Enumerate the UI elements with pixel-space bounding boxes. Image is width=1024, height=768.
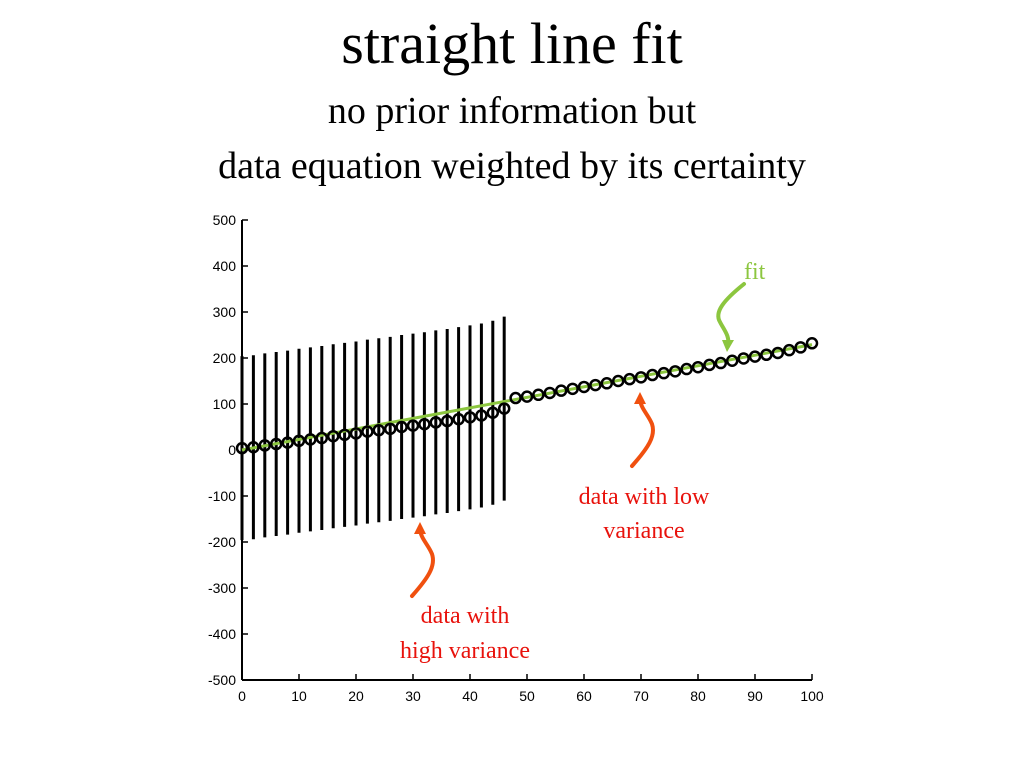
high-variance-point	[338, 428, 351, 442]
y-tick-label: 300	[213, 304, 237, 320]
x-tick-label: 0	[238, 688, 246, 704]
low-variance-point	[577, 380, 591, 394]
low-variance-point	[543, 386, 557, 400]
high-variance-point	[292, 434, 306, 448]
low-variance-point	[782, 343, 796, 357]
high-variance-point	[497, 402, 511, 415]
low-variance-point	[668, 365, 682, 378]
high-variance-point	[475, 409, 488, 422]
low-variance-point	[611, 374, 625, 388]
high-variance-point	[486, 406, 500, 419]
high-variance-point	[326, 429, 340, 443]
y-tick-label: -100	[208, 488, 236, 504]
high-variance-point	[269, 437, 283, 451]
x-tick-label: 20	[348, 688, 364, 704]
high-variance-point	[440, 414, 454, 428]
slide-title: straight line fit	[341, 11, 683, 76]
data-points	[235, 337, 819, 455]
low-variance-point	[509, 391, 522, 405]
low-variance-point	[554, 384, 568, 397]
high-variance-point	[429, 416, 443, 429]
high-variance-point	[406, 419, 420, 432]
low-variance-point	[794, 341, 807, 354]
low-variance-point	[657, 366, 671, 380]
fit-label: fit	[744, 259, 766, 285]
y-tick-label: 0	[228, 442, 236, 458]
low-variance-point	[714, 356, 728, 370]
high-variance-point	[418, 417, 431, 431]
high-variance-point	[281, 436, 294, 449]
high-variance-point	[349, 427, 363, 440]
low-variance-label-line1: data with low	[579, 484, 710, 510]
low-variance-point	[680, 362, 693, 376]
high-variance-label-line2: high variance	[400, 638, 530, 664]
high-variance-point	[463, 411, 477, 424]
low-variance-point	[748, 350, 762, 363]
x-tick-label: 60	[576, 688, 592, 704]
low-variance-point	[589, 378, 602, 392]
high-variance-point	[395, 420, 408, 434]
low-variance-point	[566, 382, 579, 396]
fit-arrow	[716, 282, 746, 348]
slide-subtitle-line2: data equation weighted by its certainty	[218, 145, 806, 187]
high-variance-label-line1: data with	[421, 603, 510, 629]
low-variance-arrow	[630, 396, 655, 468]
low-variance-point	[646, 368, 659, 382]
high-variance-point	[304, 433, 317, 446]
slide-subtitle-line1: no prior information but	[327, 90, 697, 132]
low-variance-point	[532, 388, 545, 402]
high-variance-point	[383, 422, 397, 436]
low-variance-arrow-head	[634, 392, 646, 404]
high-variance-point	[258, 439, 272, 452]
x-tick-label: 70	[633, 688, 649, 704]
low-variance-point	[737, 352, 750, 365]
x-tick-label: 50	[519, 688, 535, 704]
low-variance-point	[520, 390, 534, 403]
x-tick-label: 90	[747, 688, 763, 704]
high-variance-arrow-head	[414, 522, 426, 534]
y-tick-label: -500	[208, 672, 236, 688]
axes: -500 -400 -300 -200 -100 0 100 200 300 400 500 0 10 2…	[208, 212, 824, 704]
high-variance-point	[315, 431, 329, 445]
x-tick-label: 10	[291, 688, 307, 704]
low-variance-point	[634, 371, 648, 384]
low-variance-point	[703, 358, 716, 372]
y-tick-label: -300	[208, 580, 236, 596]
y-tick-label: 500	[213, 212, 237, 228]
low-variance-point	[805, 337, 819, 350]
high-variance-point	[372, 423, 386, 437]
low-variance-label-line2: variance	[603, 518, 684, 544]
y-tick-label: 400	[213, 258, 237, 274]
y-tick-label: -400	[208, 626, 236, 642]
x-tick-label: 80	[690, 688, 706, 704]
high-variance-point	[361, 425, 374, 438]
high-variance-point	[235, 441, 249, 455]
annotations: fit data with low variance data with hig…	[400, 259, 766, 664]
y-tick-label: 100	[213, 396, 237, 412]
x-tick-label: 30	[405, 688, 421, 704]
x-tick-label: 40	[462, 688, 478, 704]
y-tick-label: 200	[213, 350, 237, 366]
low-variance-point	[760, 348, 773, 362]
high-variance-point	[452, 412, 465, 426]
low-variance-point	[623, 372, 636, 386]
fit-arrow-head	[722, 340, 734, 352]
low-variance-point	[691, 360, 705, 374]
y-tick-label: -200	[208, 534, 236, 550]
x-tick-label: 100	[800, 688, 824, 704]
low-variance-point	[771, 346, 785, 360]
low-variance-point	[725, 354, 739, 368]
high-variance-arrow	[410, 526, 435, 598]
low-variance-point	[600, 377, 614, 390]
high-variance-point	[247, 440, 260, 454]
